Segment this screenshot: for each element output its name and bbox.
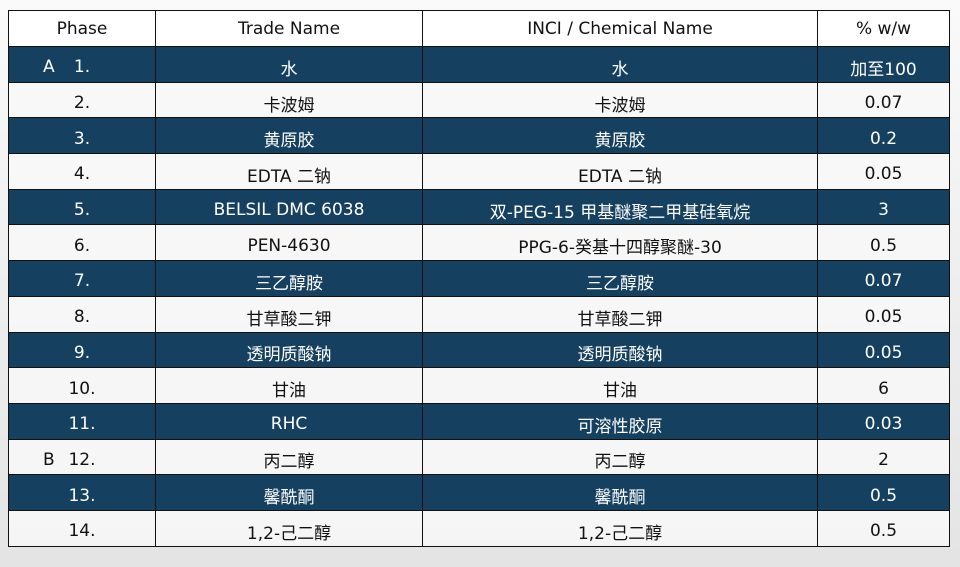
phase-cell: 3. [8,117,156,155]
phase-cell: 14. [8,509,156,547]
table-row: 8. 甘草酸二钾 甘草酸二钾 0.05 [8,295,950,333]
item-number: 13. [68,485,96,506]
trade-name-cell: PEN-4630 [155,224,423,262]
trade-name-cell: RHC [155,402,423,440]
inci-name-cell: 甘油 [422,367,818,404]
phase-cell: 13. [8,474,156,511]
trade-name-cell: 卡波姆 [155,81,423,119]
phase-cell: 7. [8,260,156,297]
percent-cell: 0.2 [817,117,950,155]
phase-cell: 4. [8,153,156,190]
phase-cell: B 12. [8,438,156,476]
inci-name-cell: 透明质酸钠 [422,331,818,369]
inci-name-cell: 双-PEG-15 甲基醚聚二甲基硅氧烷 [422,188,818,226]
trade-name-cell: EDTA 二钠 [155,153,423,190]
inci-name-cell: 卡波姆 [422,81,818,119]
inci-name-cell: 馨酰酮 [422,474,818,511]
table-row: B 12. 丙二醇 丙二醇 2 [8,438,950,476]
percent-cell: 加至100 [817,46,950,83]
header-percent: % w/w [817,10,950,47]
phase-cell: 6. [8,224,156,262]
table-row: 7. 三乙醇胺 三乙醇胺 0.07 [8,260,950,297]
inci-name-cell: EDTA 二钠 [422,153,818,190]
phase-cell: 2. [8,81,156,119]
percent-cell: 2 [817,438,950,476]
percent-cell: 6 [817,367,950,404]
table-row: 2. 卡波姆 卡波姆 0.07 [8,81,950,119]
table-row: 10. 甘油 甘油 6 [8,367,950,404]
table-row: 6. PEN-4630 PPG-6-癸基十四醇聚醚-30 0.5 [8,224,950,262]
phase-cell: 9. [8,331,156,369]
table-row: 4. EDTA 二钠 EDTA 二钠 0.05 [8,153,950,190]
item-number: 9. [73,342,91,363]
item-number: 1. [73,57,91,78]
item-number: 5. [73,200,91,221]
percent-cell: 0.5 [817,474,950,511]
header-trade-name: Trade Name [155,10,423,47]
trade-name-cell: 馨酰酮 [155,474,423,511]
trade-name-cell: 透明质酸钠 [155,331,423,369]
percent-cell: 0.5 [817,224,950,262]
inci-name-cell: 丙二醇 [422,438,818,476]
trade-name-cell: 黄原胶 [155,117,423,155]
trade-name-cell: 水 [155,46,423,83]
item-number: 7. [73,271,91,292]
table-row: 11. RHC 可溶性胶原 0.03 [8,402,950,440]
phase-label: B [43,449,55,470]
inci-name-cell: 黄原胶 [422,117,818,155]
trade-name-cell: 三乙醇胺 [155,260,423,297]
table-row: 14. 1,2-己二醇 1,2-己二醇 0.5 [8,509,950,547]
item-number: 4. [73,164,91,185]
item-number: 6. [73,235,91,256]
phase-cell: 5. [8,188,156,226]
table-row: 5. BELSIL DMC 6038 双-PEG-15 甲基醚聚二甲基硅氧烷 3 [8,188,950,226]
trade-name-cell: 甘草酸二钾 [155,295,423,333]
item-number: 10. [68,378,96,399]
item-number: 12. [68,449,96,470]
header-phase: Phase [8,10,156,47]
inci-name-cell: 甘草酸二钾 [422,295,818,333]
percent-cell: 0.05 [817,295,950,333]
phase-cell: A 1. [8,46,156,83]
inci-name-cell: 1,2-己二醇 [422,509,818,547]
percent-cell: 0.07 [817,260,950,297]
trade-name-cell: 1,2-己二醇 [155,509,423,547]
item-number: 8. [73,307,91,328]
trade-name-cell: 丙二醇 [155,438,423,476]
phase-label: A [43,57,55,78]
percent-cell: 0.5 [817,509,950,547]
header-row: Phase Trade Name INCI / Chemical Name % … [8,10,950,47]
inci-name-cell: PPG-6-癸基十四醇聚醚-30 [422,224,818,262]
percent-cell: 0.05 [817,153,950,190]
formulation-table: Phase Trade Name INCI / Chemical Name % … [8,10,950,547]
trade-name-cell: BELSIL DMC 6038 [155,188,423,226]
table-row: A 1. 水水加至100 [8,46,950,83]
header-inci-name: INCI / Chemical Name [422,10,818,47]
percent-cell: 0.07 [817,81,950,119]
inci-name-cell: 三乙醇胺 [422,260,818,297]
item-number: 11. [68,414,96,435]
table-row: 3. 黄原胶 黄原胶 0.2 [8,117,950,155]
percent-cell: 0.05 [817,331,950,369]
phase-cell: 8. [8,295,156,333]
inci-name-cell: 可溶性胶原 [422,402,818,440]
trade-name-cell: 甘油 [155,367,423,404]
table-row: 13. 馨酰酮 馨酰酮 0.5 [8,474,950,511]
phase-cell: 11. [8,402,156,440]
item-number: 3. [73,128,91,149]
phase-cell: 10. [8,367,156,404]
table-row: 9. 透明质酸钠 透明质酸钠 0.05 [8,331,950,369]
percent-cell: 3 [817,188,950,226]
inci-name-cell: 水 [422,46,818,83]
item-number: 14. [68,521,96,542]
percent-cell: 0.03 [817,402,950,440]
item-number: 2. [73,93,91,114]
